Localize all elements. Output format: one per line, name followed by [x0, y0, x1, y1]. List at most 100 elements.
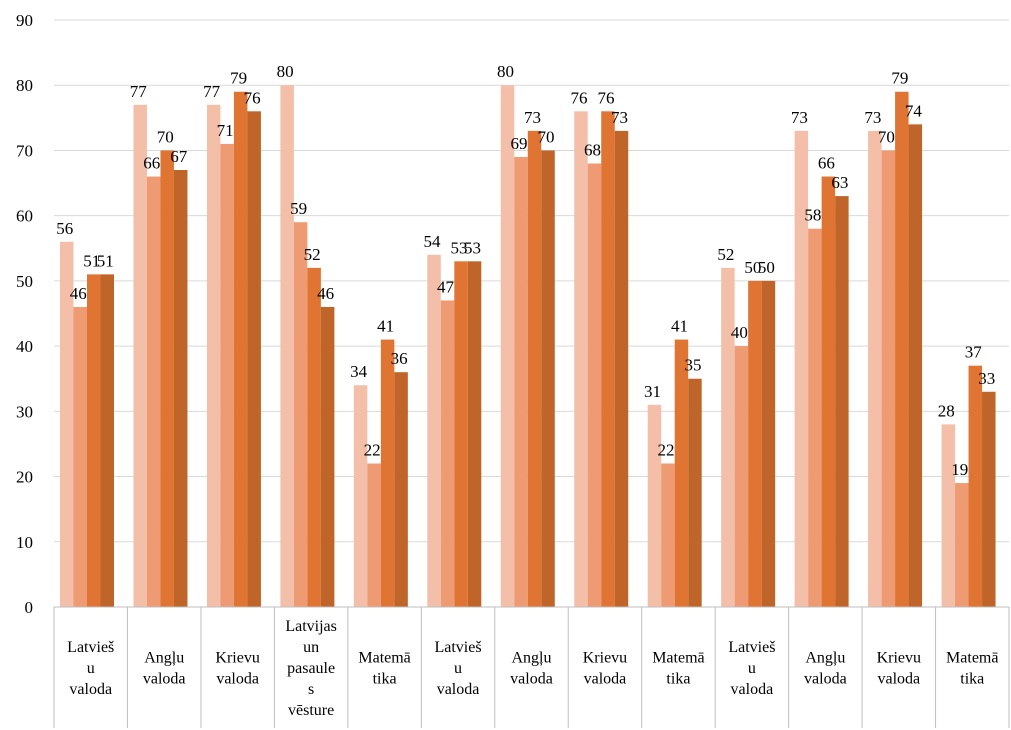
data-label: 53	[451, 238, 468, 257]
data-label: 71	[217, 121, 234, 140]
category-label-line: u	[87, 660, 95, 677]
category-label-line: un	[303, 639, 319, 656]
bar	[895, 91, 909, 607]
category-label-line: pasaule	[287, 660, 335, 677]
bar	[982, 391, 996, 607]
bar	[100, 274, 114, 607]
bars	[60, 85, 996, 608]
bar	[661, 463, 675, 607]
data-label: 73	[791, 108, 808, 127]
data-label: 73	[524, 108, 541, 127]
data-label: 37	[965, 343, 983, 362]
data-label: 67	[170, 147, 188, 166]
category-label-line: valoda	[804, 671, 847, 688]
bar	[293, 222, 308, 607]
category-label-line: valoda	[143, 671, 186, 688]
category-label: Latvieš u valoda	[728, 639, 775, 698]
bar	[500, 85, 515, 607]
category-label-line: valoda	[437, 681, 480, 698]
data-label: 46	[317, 284, 334, 303]
bar	[614, 130, 629, 607]
bar	[514, 156, 528, 607]
data-label: 35	[684, 356, 701, 375]
bar	[394, 372, 408, 607]
data-label: 76	[244, 88, 261, 107]
bar	[721, 267, 735, 607]
bar	[955, 483, 969, 607]
data-label: 40	[731, 323, 748, 342]
data-label: 46	[70, 284, 87, 303]
category-label: Angļu valoda	[510, 650, 553, 688]
data-label: 77	[203, 82, 221, 101]
data-label: 69	[511, 134, 528, 153]
category-label-line: valoda	[731, 681, 774, 698]
bar	[808, 228, 822, 607]
category-label-line: valoda	[69, 681, 112, 698]
bar	[688, 378, 702, 607]
category-label-line: Latvieš	[67, 639, 114, 656]
bar	[734, 346, 749, 607]
data-label: 79	[891, 69, 908, 88]
bar	[73, 306, 87, 607]
y-tick-label: 60	[16, 207, 33, 226]
y-tick-label: 10	[16, 533, 33, 552]
category-label-line: Matemā	[652, 650, 704, 667]
bar	[320, 306, 335, 607]
data-label: 51	[97, 251, 114, 270]
category-label: Latvieš u valoda	[67, 639, 114, 698]
bar	[968, 365, 983, 607]
category-label-line: Krievu	[583, 650, 627, 667]
y-tick-label: 50	[16, 272, 33, 291]
bar	[280, 85, 294, 607]
y-tick-label: 70	[16, 141, 33, 160]
y-tick-label: 40	[16, 337, 33, 356]
category-label: Krievu valoda	[583, 650, 627, 688]
category-label-line: Krievu	[215, 650, 259, 667]
bar	[233, 91, 248, 607]
category-label: Latvijas un pasaule s vēsture	[285, 618, 337, 719]
bar	[748, 280, 762, 607]
data-label: 34	[350, 362, 368, 381]
category-label-line: u	[454, 660, 462, 677]
data-label: 66	[818, 154, 835, 173]
category-label-line: Angļu	[805, 650, 845, 667]
data-label: 41	[671, 317, 688, 336]
bar	[674, 339, 689, 607]
data-label: 63	[831, 173, 848, 192]
category-label-line: valoda	[877, 671, 920, 688]
data-label: 77	[130, 82, 148, 101]
category-label-line: Latvieš	[728, 639, 775, 656]
y-axis-ticks: 0 10 20 30 40 50 60 70 80 90	[16, 11, 33, 617]
data-label: 54	[424, 232, 442, 251]
bar	[835, 196, 849, 607]
category-label-line: tika	[373, 671, 397, 688]
bar	[794, 130, 809, 607]
data-label: 41	[377, 317, 394, 336]
data-label: 58	[804, 206, 821, 225]
data-label: 53	[464, 238, 481, 257]
data-label: 68	[584, 140, 601, 159]
data-label: 76	[570, 88, 587, 107]
bar	[307, 267, 321, 607]
bar	[821, 176, 836, 608]
data-label: 22	[364, 441, 381, 460]
bar	[427, 254, 441, 608]
category-label-line: s	[308, 681, 314, 698]
y-tick-label: 80	[16, 76, 33, 95]
bar	[247, 111, 261, 608]
category-label: Krievu valoda	[877, 650, 921, 688]
bar	[601, 111, 615, 608]
bar	[574, 111, 588, 608]
bar	[146, 176, 161, 608]
category-label-line: Latvijas	[285, 618, 337, 635]
category-label-line: valoda	[510, 671, 553, 688]
data-labels: 5646515177667067777179768059524634224136…	[56, 62, 995, 479]
category-label: Latvieš u valoda	[434, 639, 481, 698]
bar	[881, 150, 896, 607]
data-label: 74	[905, 101, 923, 120]
bar	[220, 143, 234, 607]
bar	[761, 280, 776, 607]
bar	[454, 261, 468, 607]
data-label: 70	[538, 127, 555, 146]
